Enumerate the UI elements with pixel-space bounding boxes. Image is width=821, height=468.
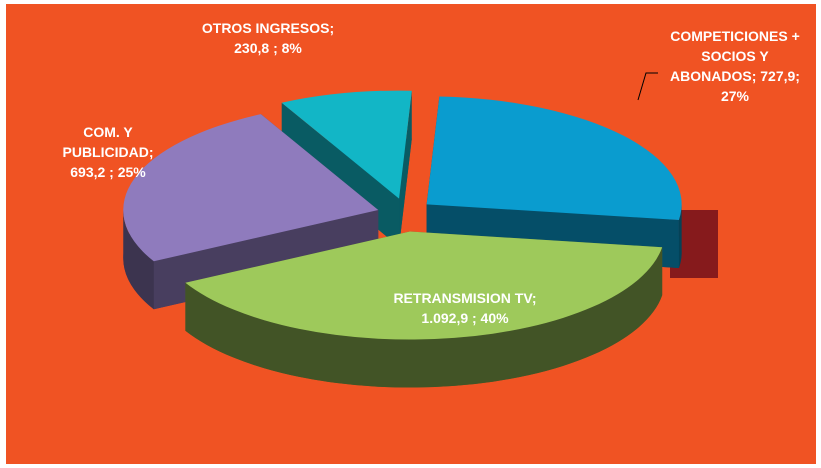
data-label: OTROS INGRESOS; 230,8 ; 8% (201, 20, 335, 56)
slice-side (399, 90, 412, 247)
slice (185, 231, 663, 340)
data-label: COMPETICIONES + SOCIOS Y ABONADOS; 727,9… (670, 28, 800, 104)
slice-side (123, 210, 154, 310)
data-label: COM. Y PUBLICIDAD; 693,2 ; 25% (62, 124, 154, 180)
slice (123, 114, 379, 262)
data-label: RETRANSMISION TV; 1.092,9 ; 40% (393, 290, 537, 326)
slice (281, 90, 412, 199)
slice (426, 96, 682, 220)
slice-side (678, 204, 682, 268)
slice-side (185, 247, 663, 388)
leader-line (637, 72, 658, 101)
